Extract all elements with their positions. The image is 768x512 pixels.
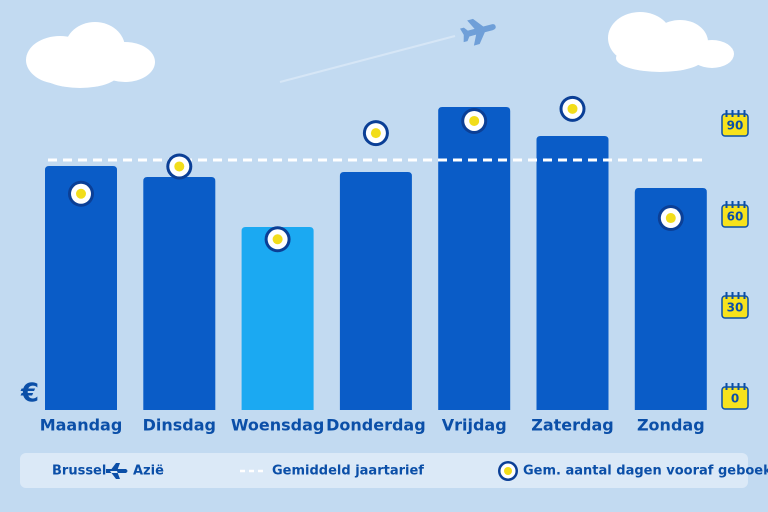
- bar: [536, 136, 609, 410]
- x-tick-label: Zaterdag: [531, 416, 614, 435]
- bar: [634, 188, 707, 410]
- legend-label: Gemiddeld jaartarief: [272, 464, 424, 479]
- y2-tick-icon: [721, 295, 749, 319]
- contrail: [279, 35, 456, 83]
- y2-tick-icon: [721, 113, 749, 137]
- y2-tick-label: 30: [727, 301, 744, 315]
- day-marker: [461, 107, 488, 134]
- day-marker: [559, 95, 586, 122]
- plane-icon: [460, 18, 496, 46]
- x-tick-label: Maandag: [40, 416, 123, 435]
- y2-tick-label: 60: [727, 210, 744, 224]
- day-marker: [166, 153, 193, 180]
- y2-tick-label: 0: [731, 392, 739, 406]
- bar: [143, 177, 216, 410]
- legend-route-to: Azië: [133, 464, 164, 479]
- cloud: [608, 12, 734, 72]
- bar: [339, 172, 412, 410]
- day-marker: [362, 120, 389, 147]
- day-marker: [657, 205, 684, 232]
- x-tick-label: Vrijdag: [442, 416, 507, 435]
- y2-tick-label: 90: [727, 119, 744, 133]
- day-marker: [264, 226, 291, 253]
- currency-label: €: [20, 379, 39, 409]
- legend-dot: [504, 467, 512, 475]
- y2-tick-icon: [721, 204, 749, 228]
- x-tick-label: Dinsdag: [143, 416, 216, 435]
- cloud: [26, 22, 155, 88]
- day-marker: [68, 180, 94, 207]
- legend: [20, 453, 748, 488]
- x-tick-label: Woensdag: [231, 416, 325, 435]
- legend-label: Gem. aantal dagen vooraf geboekt: [523, 464, 768, 479]
- x-tick-label: Donderdag: [326, 416, 426, 435]
- bar: [438, 107, 511, 410]
- x-tick-label: Zondag: [637, 416, 705, 435]
- legend-route-from: Brussel: [52, 464, 106, 479]
- bar: [45, 166, 117, 410]
- y2-tick-icon: [721, 386, 749, 410]
- bar: [241, 227, 314, 410]
- plane-icon: [106, 463, 128, 479]
